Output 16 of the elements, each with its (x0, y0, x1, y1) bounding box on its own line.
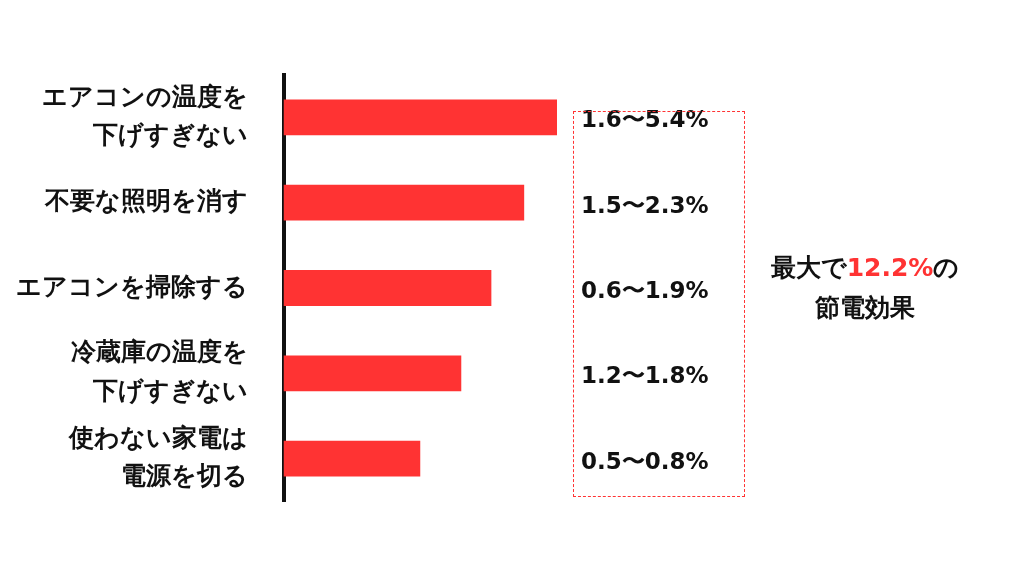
text: 1.6〜5.4% (581, 106, 709, 133)
text: 1.2〜1.8% (581, 362, 709, 389)
y-tick-label: 冷蔵庫の温度を下げすぎない (70, 337, 248, 406)
bar (283, 99, 557, 136)
bar (283, 270, 492, 306)
text: 1.5〜2.3% (581, 191, 709, 218)
bar (283, 355, 462, 392)
y-tick-label: エアコンを掃除する (15, 271, 248, 301)
y-tick-label: 不要な照明を消す (43, 186, 248, 216)
y-tick-label: 使わない家電は電源を切る (67, 422, 248, 491)
bar (283, 440, 421, 477)
text: 最大で12.2%の節電効果 (769, 252, 961, 324)
bar (283, 184, 525, 221)
text: 0.6〜1.9% (581, 276, 709, 303)
y-tick-label: エアコンの温度を下げすぎない (41, 81, 248, 150)
text: 0.5〜0.8% (581, 447, 709, 474)
